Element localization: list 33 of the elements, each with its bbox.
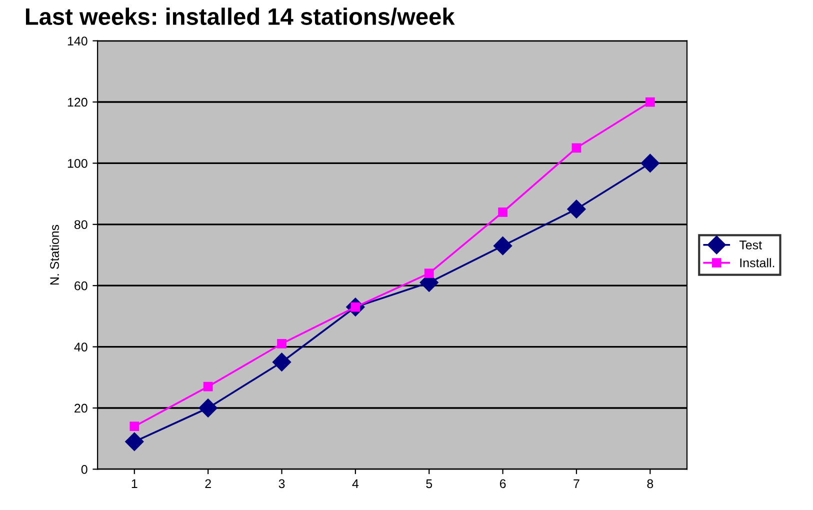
- x-tick-label: 6: [500, 479, 506, 488]
- point: [645, 97, 655, 107]
- point: [424, 268, 434, 278]
- x-tick-label: 2: [205, 479, 211, 488]
- x-tick-label: 8: [647, 479, 654, 488]
- point: [125, 432, 144, 452]
- point: [203, 382, 213, 392]
- y-tick-label: 140: [68, 36, 88, 46]
- x-tick-label: 4: [352, 479, 359, 488]
- point: [277, 339, 286, 348]
- point: [498, 207, 508, 217]
- y-tick-label: 0: [81, 465, 88, 474]
- legend-label: Test: [739, 240, 762, 250]
- y-tick-label: 60: [74, 281, 88, 290]
- y-tick-label: 120: [68, 98, 88, 107]
- y-tick-label: 40: [74, 342, 88, 352]
- y-tick-label: 100: [68, 159, 88, 168]
- point: [198, 398, 218, 418]
- x-tick-label: 5: [426, 479, 432, 488]
- x-tick-label: 1: [132, 479, 138, 488]
- y-tick-label: 80: [74, 220, 88, 230]
- point: [272, 352, 292, 372]
- point: [572, 143, 582, 153]
- x-tick-label: 7: [574, 479, 580, 488]
- x-tick-label: 3: [278, 479, 285, 488]
- point: [130, 422, 140, 432]
- y-tick-label: 20: [74, 404, 88, 413]
- legend-label: Install.: [740, 258, 774, 268]
- chart-title: Last weeks: installed 14 stations/week: [26, 8, 455, 26]
- point: [493, 236, 512, 256]
- point: [640, 154, 660, 173]
- y-axis-title: N. Stations: [50, 224, 59, 285]
- point: [567, 200, 586, 218]
